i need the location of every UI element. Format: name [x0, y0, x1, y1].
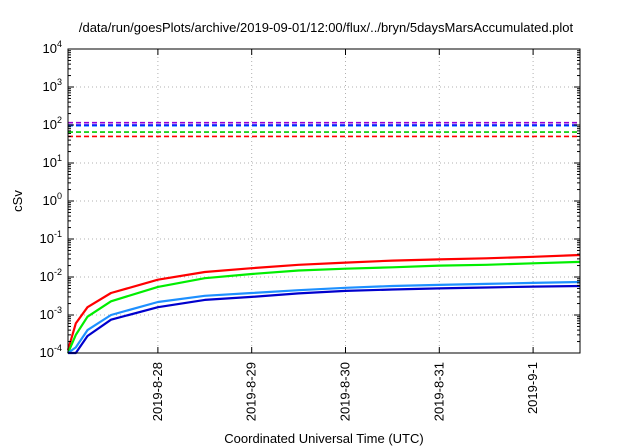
- y-tick-exponent: -1: [54, 229, 62, 239]
- y-tick-exponent: 2: [57, 115, 62, 125]
- x-tick-label: 2019-8-28: [150, 362, 165, 421]
- x-axis: 2019-8-28 2019-8-29 2019-8-30 2019-8-31 2019…: [150, 49, 540, 421]
- y-tick-base: 10: [43, 155, 57, 170]
- y-tick-base: 10: [40, 269, 54, 284]
- y-tick-label: 103: [43, 77, 62, 94]
- series-line: [68, 284, 581, 355]
- y-tick-label: 10-2: [40, 267, 62, 284]
- chart-title: /data/run/goesPlots/archive/2019-09-01/1…: [79, 20, 574, 35]
- x-axis-label: Coordinated Universal Time (UTC): [224, 431, 423, 446]
- y-tick-exponent: 3: [57, 77, 62, 87]
- x-tick-label: 2019-8-30: [337, 362, 352, 421]
- y-tick-exponent: -3: [54, 305, 62, 315]
- x-tick-label: 2019-9-1: [525, 362, 540, 414]
- series-line: [66, 253, 581, 351]
- y-tick-base: 10: [40, 307, 54, 322]
- y-tick-label: 10-3: [40, 305, 62, 322]
- y-tick-exponent: -4: [54, 343, 62, 353]
- y-tick-base: 10: [43, 117, 57, 132]
- y-tick-base: 10: [40, 345, 54, 360]
- y-tick-label: 10-1: [40, 229, 62, 246]
- series-line: [66, 260, 581, 354]
- y-tick-label: 100: [43, 191, 62, 208]
- threshold-lines: [68, 121, 580, 138]
- y-tick-label: 102: [43, 115, 62, 132]
- y-tick-exponent: -2: [54, 267, 62, 277]
- y-tick-label: 104: [43, 39, 62, 56]
- series-lines: [66, 253, 581, 355]
- y-axis-label: cSv: [10, 190, 25, 212]
- y-tick-label: 101: [43, 153, 62, 170]
- y-tick-base: 10: [43, 79, 57, 94]
- y-tick-label: 10-4: [40, 343, 62, 360]
- x-tick-label: 2019-8-29: [244, 362, 259, 421]
- y-tick-base: 10: [43, 41, 57, 56]
- x-tick-label: 2019-8-31: [431, 362, 446, 421]
- y-tick-exponent: 1: [57, 153, 62, 163]
- y-tick-base: 10: [43, 193, 57, 208]
- series-line: [67, 280, 581, 354]
- y-tick-exponent: 0: [57, 191, 62, 201]
- grid: [68, 49, 580, 353]
- y-tick-base: 10: [40, 231, 54, 246]
- y-tick-exponent: 4: [57, 39, 62, 49]
